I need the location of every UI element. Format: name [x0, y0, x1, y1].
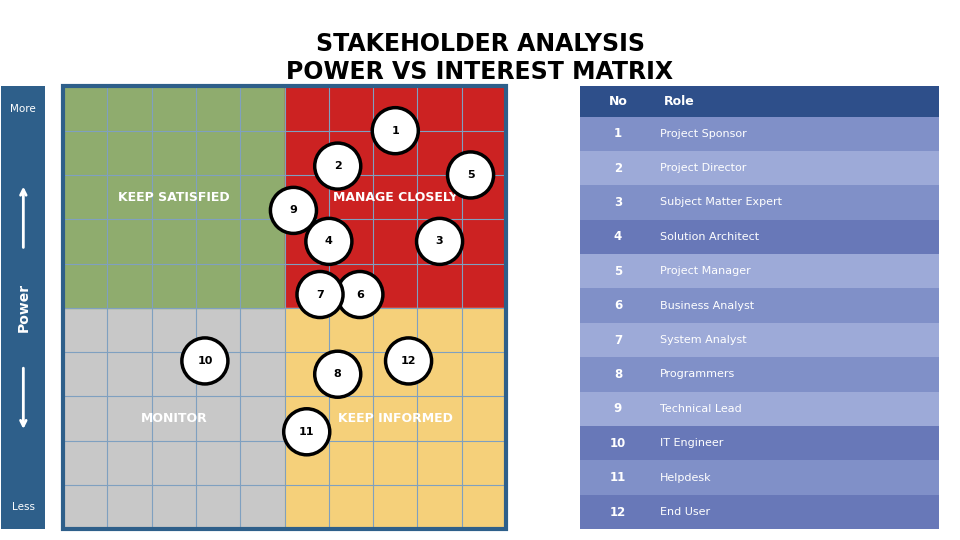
Text: 4: 4 — [324, 237, 333, 246]
Bar — [580, 220, 939, 254]
Text: More: More — [11, 104, 36, 113]
Text: IT Engineer: IT Engineer — [660, 438, 723, 448]
Text: 9: 9 — [613, 402, 622, 415]
Circle shape — [337, 272, 383, 318]
Text: 2: 2 — [334, 161, 342, 171]
Bar — [580, 254, 939, 288]
Text: Less: Less — [12, 502, 35, 512]
Text: Solution Architect: Solution Architect — [660, 232, 759, 242]
Bar — [580, 392, 939, 426]
Text: 10: 10 — [610, 437, 626, 450]
Circle shape — [181, 338, 228, 384]
Bar — [580, 151, 939, 185]
Text: 6: 6 — [356, 289, 364, 300]
Circle shape — [447, 152, 493, 198]
Text: 1: 1 — [613, 127, 622, 140]
Text: System Analyst: System Analyst — [660, 335, 747, 345]
Circle shape — [306, 218, 352, 265]
Text: 12: 12 — [610, 505, 626, 518]
Text: Power: Power — [16, 284, 31, 332]
Text: 9: 9 — [290, 205, 298, 215]
Text: 1: 1 — [392, 126, 399, 136]
Text: Programmers: Programmers — [660, 369, 735, 380]
Text: Project Manager: Project Manager — [660, 266, 751, 276]
Text: 4: 4 — [613, 231, 622, 244]
Text: Technical Lead: Technical Lead — [660, 404, 742, 414]
Bar — [580, 461, 939, 495]
Bar — [580, 323, 939, 357]
Circle shape — [284, 409, 329, 455]
Text: 6: 6 — [613, 299, 622, 312]
Text: 8: 8 — [613, 368, 622, 381]
Text: KEEP INFORMED: KEEP INFORMED — [338, 412, 453, 425]
Text: Subject Matter Expert: Subject Matter Expert — [660, 198, 782, 207]
Bar — [580, 357, 939, 392]
Circle shape — [297, 272, 343, 318]
Bar — [580, 117, 939, 151]
Text: 7: 7 — [613, 334, 622, 347]
Bar — [580, 426, 939, 461]
Text: Project Director: Project Director — [660, 163, 746, 173]
Bar — [580, 495, 939, 529]
Text: 8: 8 — [334, 369, 342, 379]
Text: 3: 3 — [436, 237, 444, 246]
Text: 12: 12 — [401, 356, 417, 366]
Text: KEEP SATISFIED: KEEP SATISFIED — [118, 191, 229, 204]
Text: Role: Role — [663, 95, 694, 108]
Text: 5: 5 — [467, 170, 474, 180]
Text: 2: 2 — [613, 161, 622, 174]
Text: 11: 11 — [610, 471, 626, 484]
Text: 5: 5 — [613, 265, 622, 278]
Circle shape — [315, 351, 361, 397]
Text: End User: End User — [660, 507, 710, 517]
Circle shape — [372, 107, 419, 154]
Circle shape — [271, 187, 317, 233]
Text: 10: 10 — [197, 356, 212, 366]
Text: Business Analyst: Business Analyst — [660, 301, 755, 310]
Text: MANAGE CLOSELY: MANAGE CLOSELY — [333, 191, 458, 204]
Text: Project Sponsor: Project Sponsor — [660, 129, 747, 139]
Text: 11: 11 — [299, 427, 315, 437]
Circle shape — [417, 218, 463, 265]
Text: No: No — [609, 95, 627, 108]
Bar — [580, 185, 939, 220]
Text: 3: 3 — [613, 196, 622, 209]
Circle shape — [386, 338, 432, 384]
Text: 7: 7 — [316, 289, 324, 300]
Bar — [1, 86, 45, 529]
Text: MONITOR: MONITOR — [140, 412, 207, 425]
Text: STAKEHOLDER ANALYSIS
POWER VS INTEREST MATRIX: STAKEHOLDER ANALYSIS POWER VS INTEREST M… — [286, 32, 674, 84]
Text: Helpdesk: Helpdesk — [660, 472, 711, 483]
Bar — [580, 288, 939, 323]
Bar — [580, 86, 939, 117]
Circle shape — [315, 143, 361, 189]
